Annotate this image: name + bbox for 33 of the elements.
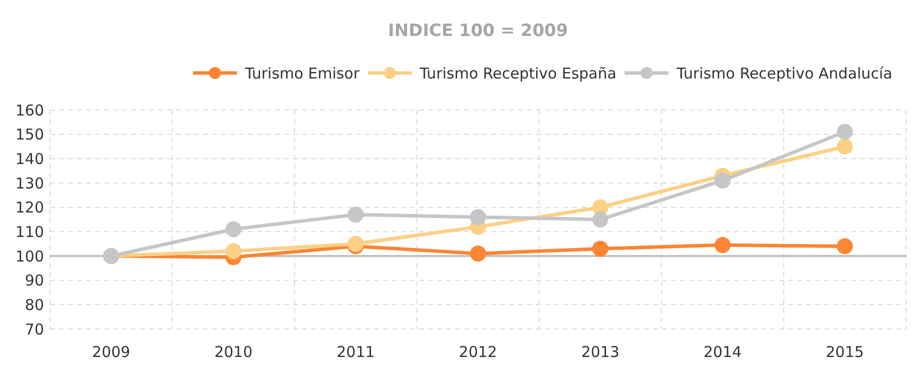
y-tick-label: 90 bbox=[24, 272, 44, 290]
point bbox=[470, 246, 486, 262]
point bbox=[348, 206, 364, 223]
point bbox=[836, 238, 853, 254]
y-tick-label: 160 bbox=[15, 101, 44, 120]
point bbox=[470, 209, 486, 226]
y-tick-label: 150 bbox=[15, 126, 44, 144]
y-tick-label: 100 bbox=[15, 247, 44, 266]
legend-label: Turismo Receptivo Andalucía bbox=[676, 64, 892, 82]
x-tick-label: 2015 bbox=[826, 343, 864, 361]
x-tick-label: 2010 bbox=[214, 343, 253, 361]
point bbox=[714, 172, 731, 189]
point bbox=[225, 243, 242, 260]
y-tick-label: 70 bbox=[24, 320, 44, 338]
y-tick-label: 140 bbox=[15, 150, 44, 168]
chart-title: INDICE 100 = 2009 bbox=[388, 21, 568, 41]
x-tick-label: 2012 bbox=[458, 343, 498, 361]
y-tick-label: 80 bbox=[24, 296, 44, 314]
y-tick-label: 110 bbox=[15, 222, 44, 241]
x-tick-label: 2013 bbox=[581, 343, 620, 361]
legend-label: Turismo Emisor bbox=[244, 64, 360, 82]
point bbox=[225, 221, 242, 238]
x-tick-label: 2014 bbox=[703, 343, 742, 361]
y-tick-label: 120 bbox=[15, 198, 44, 217]
point bbox=[836, 124, 853, 140]
y-tick-label: 130 bbox=[15, 174, 44, 192]
x-tick-label: 2009 bbox=[92, 343, 130, 361]
point bbox=[836, 138, 853, 154]
point bbox=[714, 237, 731, 254]
point bbox=[592, 212, 608, 228]
legend-label: Turismo Receptivo España bbox=[418, 64, 616, 82]
point bbox=[592, 240, 608, 257]
x-tick-label: 2011 bbox=[336, 343, 375, 361]
